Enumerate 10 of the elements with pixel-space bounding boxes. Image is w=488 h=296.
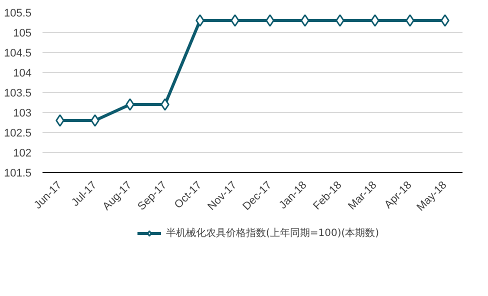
y-tick-label: 103 bbox=[13, 108, 32, 120]
y-tick-label: 102.5 bbox=[4, 128, 32, 140]
y-tick-label: 103.5 bbox=[4, 88, 32, 100]
legend-label: 半机械化农具价格指数(上年同期=100)(本期数) bbox=[166, 226, 380, 240]
y-tick-label: 105.5 bbox=[4, 8, 32, 20]
y-tick-label: 105 bbox=[13, 28, 32, 40]
y-tick-label: 104.5 bbox=[4, 48, 32, 60]
y-tick-label: 102 bbox=[13, 148, 32, 160]
y-tick-label: 101.5 bbox=[4, 168, 32, 180]
y-tick-label: 104 bbox=[13, 68, 32, 80]
